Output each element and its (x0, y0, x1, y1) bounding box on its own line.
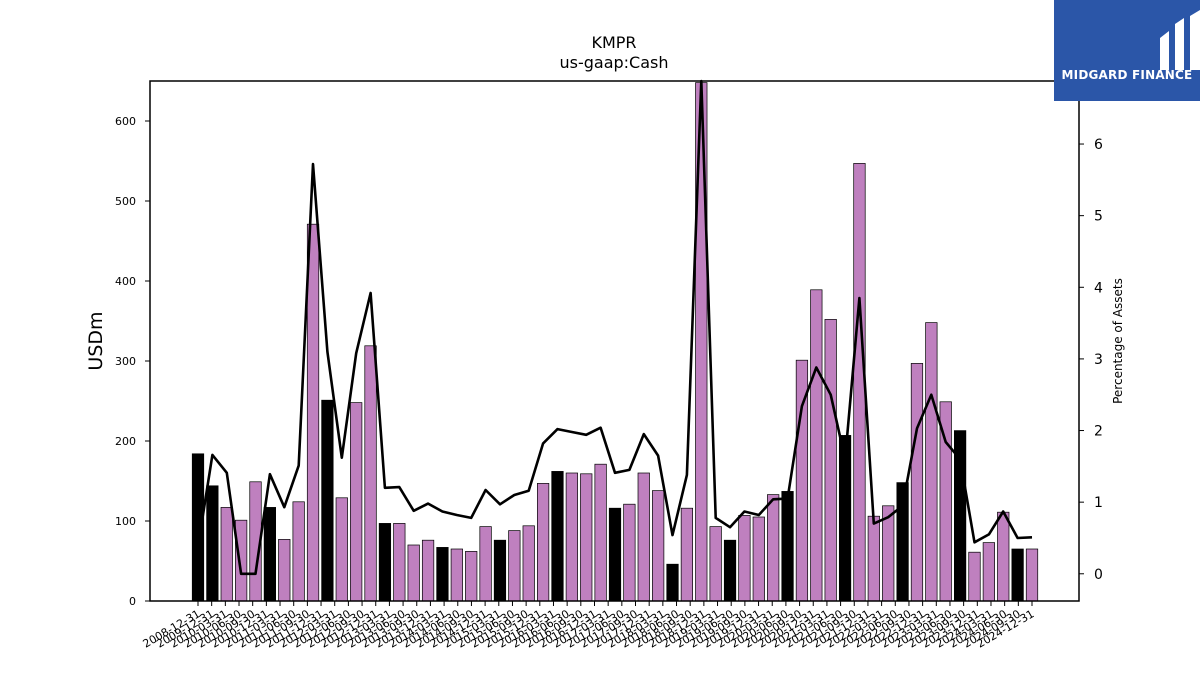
bar (206, 485, 219, 602)
y2-axis-label: Percentage of Assets (1111, 278, 1125, 404)
y2-tick-label: 6 (1094, 137, 1103, 153)
y2-tick-label: 5 (1094, 209, 1103, 225)
y-tick-label: 500 (115, 195, 136, 208)
bar (910, 363, 924, 602)
bar (925, 322, 938, 602)
bar (350, 402, 363, 602)
bar (709, 526, 722, 602)
bar (220, 507, 233, 602)
bar (292, 501, 305, 602)
brand-name: MIDGARD FINANCE (1061, 68, 1193, 82)
bar (364, 345, 377, 602)
bar (781, 491, 794, 602)
bar (235, 519, 248, 602)
bar (738, 515, 751, 602)
bar (824, 319, 837, 602)
bar (968, 551, 981, 602)
line-series (196, 79, 1033, 576)
bar (321, 399, 334, 602)
bar (594, 463, 607, 602)
bar (810, 289, 823, 602)
y-axis-right: 0 1 2 3 4 5 6 (1079, 137, 1103, 583)
bar (393, 523, 406, 602)
midgard-m-icon (1160, 10, 1200, 70)
bar (421, 539, 435, 602)
y-tick-label: 100 (115, 515, 136, 528)
y2-tick-label: 3 (1094, 352, 1103, 368)
bar (522, 525, 535, 602)
bar (378, 523, 392, 602)
bar (1025, 548, 1039, 602)
bar (982, 542, 995, 602)
bar (997, 511, 1010, 602)
y-tick-label: 400 (115, 275, 136, 288)
y2-tick-label: 0 (1094, 567, 1103, 583)
bar (580, 473, 593, 602)
bar (479, 526, 492, 602)
bar (752, 516, 765, 602)
bar (680, 507, 693, 602)
bar (306, 223, 320, 602)
bar (263, 507, 276, 602)
bar (867, 515, 880, 602)
bar (537, 483, 550, 602)
y-tick-label: 300 (115, 355, 136, 368)
y2-tick-label: 4 (1094, 280, 1103, 296)
bar (436, 547, 449, 602)
chart-title: KMPR (591, 33, 636, 52)
y-axis-left: 0 100 200 300 400 500 600 (115, 115, 150, 608)
bar (465, 551, 478, 602)
bar (623, 503, 636, 602)
bar (565, 472, 578, 602)
bar (508, 530, 521, 602)
y-tick-label: 200 (115, 435, 136, 448)
bar (652, 490, 665, 602)
bar (335, 497, 348, 602)
plot-frame (149, 80, 1080, 602)
bar (767, 494, 780, 602)
bar (608, 507, 622, 602)
bar (551, 471, 564, 602)
y2-tick-label: 1 (1094, 495, 1103, 511)
bar (450, 548, 463, 602)
y-tick-label: 600 (115, 115, 136, 128)
bar (278, 539, 291, 602)
y2-tick-label: 2 (1094, 424, 1103, 440)
bar (493, 539, 507, 602)
y-tick-label: 0 (129, 595, 136, 608)
chart-subtitle: us-gaap:Cash (559, 53, 668, 72)
x-axis: 2008-12-312009-12-312010-03-312010-06-30… (141, 601, 1037, 651)
bar (666, 563, 679, 602)
bar (723, 539, 737, 602)
bar (407, 544, 420, 602)
brand-logo: MIDGARD FINANCE (1054, 0, 1200, 101)
bar-series (191, 82, 1039, 602)
bar (637, 472, 650, 602)
y-axis-label: USDm (85, 311, 107, 370)
bar (1011, 548, 1024, 602)
